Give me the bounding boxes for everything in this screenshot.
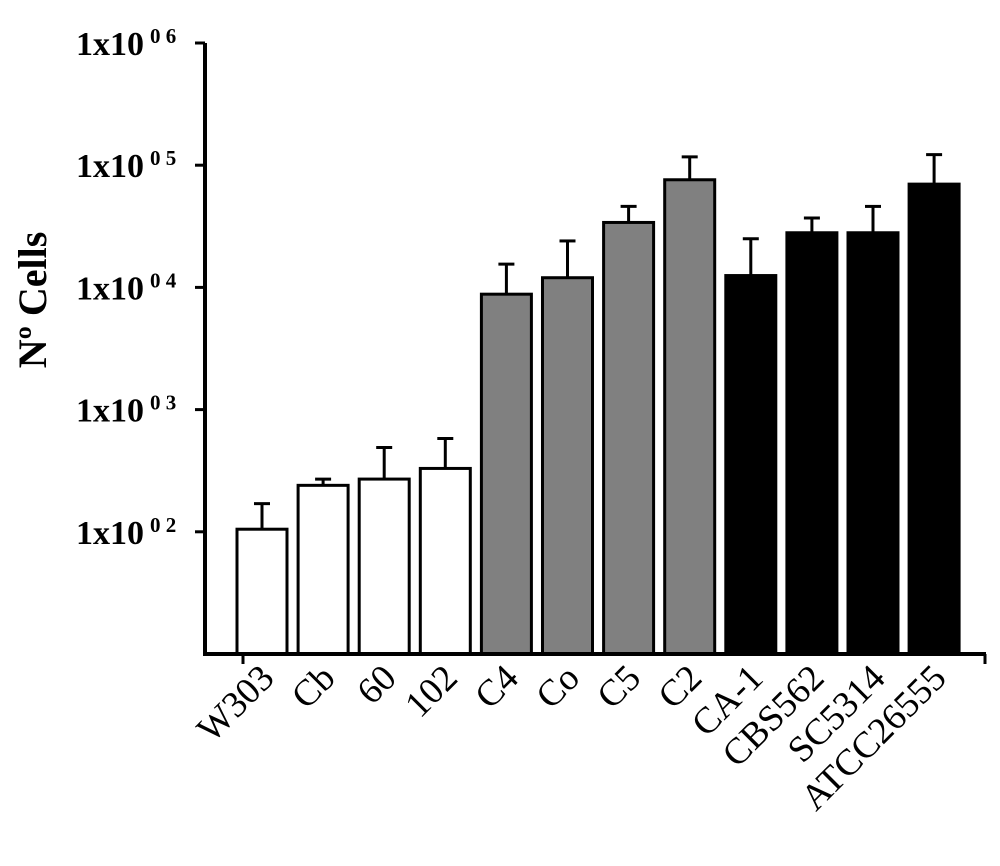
- x-tick-label-102: 102: [397, 657, 465, 725]
- axes-group: [203, 43, 986, 656]
- x-tick-label-60: 60: [349, 657, 404, 712]
- bar-c5: [602, 220, 656, 656]
- y-ticks-group: 1x10 0 2 1x10 0 3 1x10 0 4 1x10 0 5 1x10 0 6: [76, 24, 205, 552]
- x-tick-label-co: Co: [528, 657, 588, 717]
- bar-sc5314: [846, 231, 900, 656]
- x-tick-label-c4: C4: [467, 657, 527, 717]
- y-tick-label: 1x10 0 2: [76, 513, 176, 552]
- y-tick-label: 1x10 0 6: [76, 24, 176, 63]
- y-tick-label: 1x10 0 4: [76, 268, 177, 307]
- y-axis-label: Nº Cells: [10, 232, 55, 369]
- bar-102: [418, 466, 472, 656]
- bar-ca-1: [724, 274, 778, 656]
- y-tick-label: 1x10 0 5: [76, 146, 176, 185]
- x-tick-label-cb: Cb: [284, 657, 344, 717]
- bar-c4: [479, 292, 533, 656]
- bars-group: [235, 178, 961, 656]
- bar-cb: [296, 483, 350, 656]
- error-bars-group: [254, 153, 943, 530]
- x-tick-label-w303: W303: [189, 657, 282, 750]
- bar-60: [357, 477, 411, 656]
- y-tick-label: 1x10 0 3: [76, 391, 176, 430]
- x-tick-label-c5: C5: [589, 657, 649, 717]
- bar-atcc26555: [907, 182, 961, 656]
- bar-c2: [663, 178, 717, 656]
- bar-w303: [235, 527, 289, 656]
- bar-co: [541, 276, 594, 656]
- bar-cbs562: [785, 231, 839, 656]
